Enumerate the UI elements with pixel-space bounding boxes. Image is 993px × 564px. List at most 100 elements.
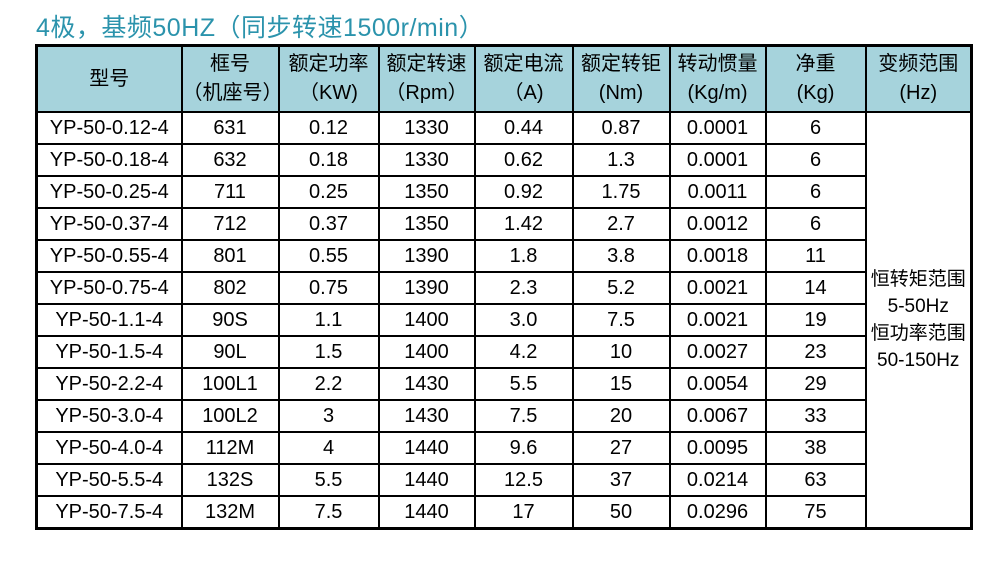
header-frame: 框号 （机座号） (180, 44, 280, 113)
cell-current: 5.5 (473, 367, 574, 401)
cell-model: YP-50-0.12-4 (35, 111, 183, 145)
cell-frame: 632 (180, 143, 280, 177)
header-current-unit: （A) (503, 82, 544, 104)
cell-frame: 90L (180, 335, 280, 369)
cell-torque: 3.8 (571, 239, 671, 273)
cell-weight: 63 (764, 463, 867, 497)
table-body: YP-50-0.12-4 631 0.12 1330 0.44 0.87 0.0001 6 恒转… (35, 111, 973, 530)
cell-weight: 6 (764, 111, 867, 145)
cell-model: YP-50-2.2-4 (35, 367, 183, 401)
cell-current: 0.44 (473, 111, 574, 145)
cell-power: 1.5 (277, 335, 380, 369)
cell-frame: 712 (180, 207, 280, 241)
header-speed-label: 额定转速 (386, 53, 467, 75)
cell-torque: 1.75 (571, 175, 671, 209)
cell-inertia: 0.0001 (668, 143, 767, 177)
cell-frame: 90S (180, 303, 280, 337)
header-power-unit: （KW) (299, 82, 358, 104)
cell-torque: 5.2 (571, 271, 671, 305)
cell-current: 9.6 (473, 431, 574, 465)
cell-inertia: 0.0021 (668, 303, 767, 337)
freq-range-line: 恒功率范围 (870, 323, 966, 344)
cell-speed: 1400 (377, 303, 476, 337)
table-row: YP-50-0.75-4 802 0.75 1390 2.3 5.2 0.0021 14 (35, 271, 972, 305)
cell-inertia: 0.0021 (668, 271, 767, 305)
cell-weight: 38 (764, 431, 867, 465)
table-row: YP-50-1.5-4 90L 1.5 1400 4.2 10 0.0027 23 (35, 335, 972, 369)
cell-inertia: 0.0011 (668, 175, 767, 209)
cell-weight: 75 (764, 495, 867, 530)
table-row: YP-50-0.12-4 631 0.12 1330 0.44 0.87 0.0001 6 恒转… (35, 111, 973, 530)
header-model: 型号 (35, 44, 183, 113)
cell-torque: 37 (571, 463, 671, 497)
cell-model: YP-50-0.55-4 (35, 239, 183, 273)
cell-torque: 2.7 (571, 207, 671, 241)
freq-range-line: 恒转矩范围 (870, 269, 966, 290)
cell-model: YP-50-0.18-4 (35, 143, 183, 177)
cell-inertia: 0.0012 (668, 207, 767, 241)
cell-inertia: 0.0296 (668, 495, 767, 530)
cell-frame: 801 (180, 239, 280, 273)
cell-power: 0.12 (277, 111, 380, 145)
header-inertia-unit: (Kg/m) (687, 82, 748, 104)
cell-inertia: 0.0027 (668, 335, 767, 369)
header-weight-unit: (Kg) (796, 82, 835, 104)
cell-power: 1.1 (277, 303, 380, 337)
freq-range-line: 5-50Hz (887, 296, 949, 317)
cell-speed: 1350 (377, 207, 476, 241)
header-frame-label: 框号 (210, 53, 250, 75)
cell-frame: 132S (180, 463, 280, 497)
header-freq-range-label: 变频范围 (878, 53, 959, 75)
table-row: YP-50-5.5-4 132S 5.5 1440 12.5 37 0.0214 63 (35, 463, 972, 497)
cell-power: 2.2 (277, 367, 380, 401)
table-row: YP-50-0.25-4 711 0.25 1350 0.92 1.75 0.0011 6 (35, 175, 972, 209)
cell-speed: 1440 (377, 495, 476, 530)
table-header: 型号 框号 （机座号） 额定功率 （KW) 额定转速 （Rpm） 额定电流 （A) 额定转钜 (Nm… (35, 44, 973, 113)
header-weight-label: 净重 (795, 53, 836, 75)
cell-current: 7.5 (473, 399, 574, 433)
cell-power: 7.5 (277, 495, 380, 530)
cell-weight: 14 (764, 271, 867, 305)
cell-torque: 1.3 (571, 143, 671, 177)
cell-torque: 15 (571, 367, 671, 401)
cell-torque: 10 (571, 335, 671, 369)
cell-frame: 132M (180, 495, 280, 530)
cell-current: 0.62 (473, 143, 574, 177)
cell-current: 12.5 (473, 463, 574, 497)
cell-inertia: 0.0001 (668, 111, 767, 145)
cell-speed: 1400 (377, 335, 476, 369)
table-row: YP-50-4.0-4 112M 4 1440 9.6 27 0.0095 38 (35, 431, 972, 465)
header-torque: 额定转钜 (Nm) (571, 44, 671, 113)
cell-weight: 6 (764, 207, 867, 241)
cell-power: 5.5 (277, 463, 380, 497)
cell-freq-range-merged: 恒转矩范围 5-50Hz 恒功率范围 50-150Hz (864, 111, 973, 530)
cell-inertia: 0.0067 (668, 399, 767, 433)
cell-speed: 1440 (377, 463, 476, 497)
cell-speed: 1330 (377, 143, 476, 177)
cell-torque: 20 (571, 399, 671, 433)
freq-range-line: 50-150Hz (877, 350, 960, 371)
cell-model: YP-50-0.37-4 (35, 207, 183, 241)
cell-model: YP-50-3.0-4 (35, 399, 183, 433)
table-row: YP-50-3.0-4 100L2 3 1430 7.5 20 0.0067 33 (35, 399, 972, 433)
cell-model: YP-50-1.5-4 (35, 335, 183, 369)
cell-inertia: 0.0018 (668, 239, 767, 273)
cell-model: YP-50-4.0-4 (35, 431, 183, 465)
cell-power: 3 (277, 399, 380, 433)
cell-current: 1.8 (473, 239, 574, 273)
header-power-label: 额定功率 (288, 53, 369, 75)
cell-torque: 50 (571, 495, 671, 530)
header-torque-label: 额定转钜 (581, 53, 661, 75)
header-row: 型号 框号 （机座号） 额定功率 （KW) 额定转速 （Rpm） 额定电流 （A) 额定转钜 (Nm… (35, 44, 973, 113)
cell-torque: 0.87 (571, 111, 671, 145)
cell-model: YP-50-0.75-4 (35, 271, 183, 305)
cell-current: 1.42 (473, 207, 574, 241)
table-row: YP-50-0.18-4 632 0.18 1330 0.62 1.3 0.0001 6 (35, 143, 972, 177)
cell-weight: 33 (764, 399, 867, 433)
header-inertia: 转动惯量 (Kg/m) (668, 44, 767, 113)
cell-power: 4 (277, 431, 380, 465)
header-current-label: 额定电流 (483, 53, 564, 75)
cell-power: 0.55 (277, 239, 380, 273)
cell-speed: 1430 (377, 367, 476, 401)
cell-model: YP-50-7.5-4 (35, 495, 183, 530)
